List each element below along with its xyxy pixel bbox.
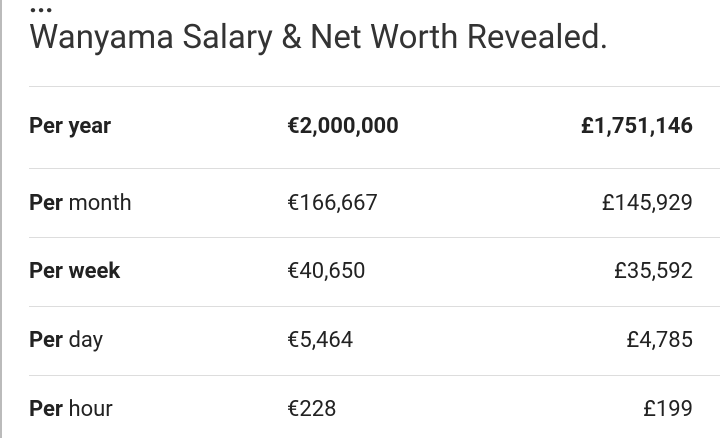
label-bold: Per [29,328,63,353]
gbp-value: £1,751,146 [580,114,693,139]
row-separator [29,237,720,238]
gbp-value: £145,929 [601,191,693,216]
row-label: Per year [29,114,111,139]
gbp-value: £199 [643,397,693,422]
eur-value: €228 [287,397,337,422]
row-separator [29,375,720,376]
table-row: Per month €166,667 £145,929 [0,183,720,223]
table-row: Per day €5,464 £4,785 [0,320,720,360]
eur-value: €40,650 [287,259,366,284]
label-normal: month [68,191,132,216]
label-normal: hour [68,397,113,422]
label-bold: Per year [29,114,112,139]
label-bold: Per [29,191,63,216]
row-separator [29,86,720,87]
row-separator [29,306,720,307]
row-label: Per hour [29,397,113,422]
label-bold: Per week [29,259,121,284]
table-row: Per hour €228 £199 [0,389,720,429]
eur-value: €5,464 [287,328,354,353]
left-border [0,0,2,438]
row-separator [29,168,720,169]
eur-value: €2,000,000 [287,114,399,139]
title: Wanyama Salary & Net Worth Revealed. [29,18,609,57]
table-row: Per year €2,000,000 £1,751,146 [0,106,720,146]
row-label: Per month [29,191,132,216]
ellipsis: ... [29,0,54,19]
eur-value: €166,667 [287,191,378,216]
label-bold: Per [29,397,63,422]
gbp-value: £4,785 [626,328,693,353]
gbp-value: £35,592 [614,259,693,284]
row-label: Per week [29,259,120,284]
table-row: Per week €40,650 £35,592 [0,251,720,291]
row-label: Per day [29,328,103,353]
label-normal: day [68,328,104,353]
